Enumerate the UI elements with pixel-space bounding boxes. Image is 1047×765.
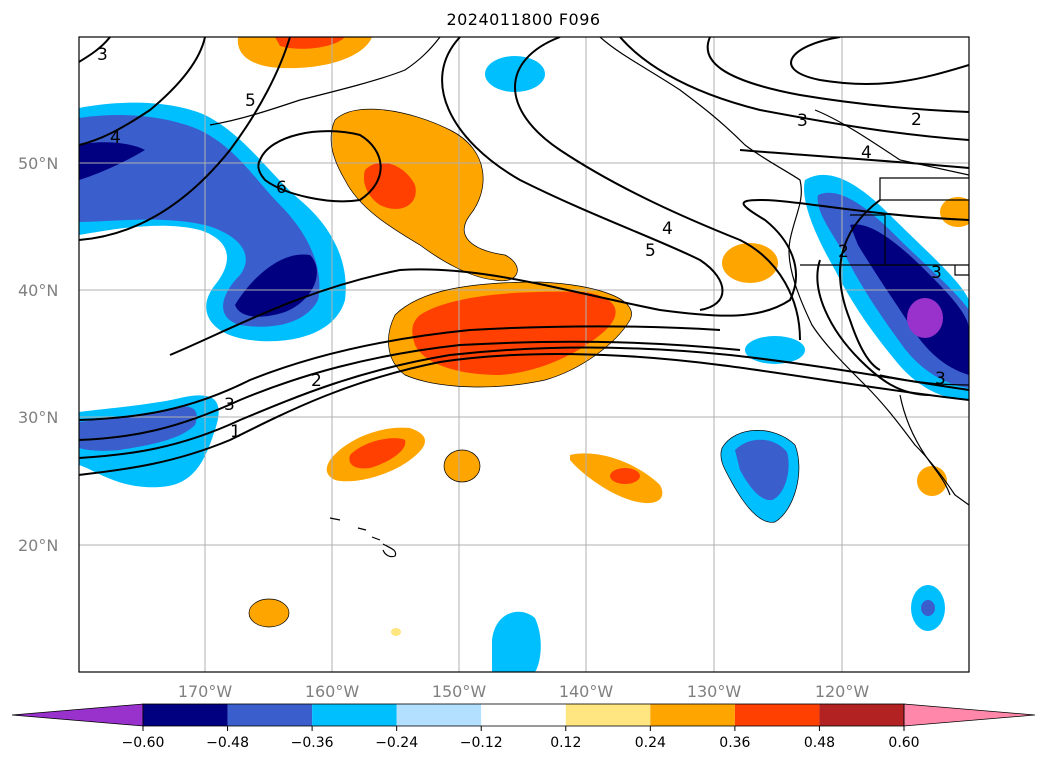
- contour-line-3: [79, 340, 741, 441]
- negative-anomaly-small-se-core: [921, 600, 935, 616]
- negative-anomaly-south: [492, 611, 541, 672]
- field-outlines: [248, 108, 800, 628]
- contour-line-15: [839, 199, 881, 371]
- contour-line-10: [514, 37, 801, 341]
- lat-label: 50°N: [18, 154, 58, 173]
- contour-label: 2: [838, 242, 849, 262]
- contour-line-11: [619, 37, 969, 141]
- colorbar-tick-label: −0.24: [375, 735, 418, 751]
- lon-label: 160°W: [305, 682, 360, 701]
- lon-label: 120°W: [815, 682, 870, 701]
- colorbar-tick-label: 0.24: [635, 735, 666, 751]
- contour-label: 2: [311, 371, 322, 391]
- positive-anomaly-ne: [940, 197, 969, 227]
- negative-anomaly-nw-core: [79, 115, 320, 327]
- colorbar-segment: [734, 704, 820, 726]
- colorbar-extend-low: [11, 703, 144, 727]
- positive-anomaly-small-w: [249, 599, 289, 627]
- colorbar-tick-label: 0.60: [888, 735, 919, 751]
- negative-anomaly-westcoast-max: [850, 224, 969, 375]
- positive-anomaly-dot: [391, 628, 401, 636]
- positive-anomaly-coast: [722, 243, 778, 283]
- lat-label: 30°N: [18, 408, 58, 427]
- positive-anomaly-gulf-core: [363, 162, 416, 209]
- longitude-labels: 170°W 160°W 150°W 140°W 130°W 120°W: [178, 682, 870, 701]
- lat-label: 20°N: [18, 536, 58, 555]
- lon-label: 130°W: [687, 682, 742, 701]
- negative-anomaly-se-core: [735, 439, 789, 501]
- contour-line-17: [79, 37, 111, 63]
- positive-anomaly-top-core: [275, 37, 345, 49]
- contour-line-8: [257, 130, 382, 203]
- map-frame: [78, 36, 970, 673]
- contour-labels: 3 5 6 4 4 5 3 2 4 2 3 2 3 1 3: [97, 45, 946, 442]
- contour-label: 1: [230, 422, 241, 442]
- colorbar-extend-high: [903, 703, 1036, 727]
- colorbar-tick-label: −0.48: [206, 735, 249, 751]
- negative-anomaly-small: [485, 56, 545, 92]
- positive-anomaly-top: [237, 37, 372, 69]
- colorbar: −0.60 −0.48 −0.36 −0.24 −0.12 0.12 0.24 0.36 0.4…: [11, 703, 1036, 751]
- contour-label: 4: [110, 128, 121, 148]
- contour-line-4: [79, 325, 721, 421]
- contour-line-13: [790, 37, 969, 85]
- shaded-field: [79, 37, 969, 672]
- contour-label: 6: [276, 178, 287, 198]
- contour-line-1: [79, 353, 969, 476]
- colorbar-frame: [142, 703, 905, 727]
- negative-anomaly-coast: [745, 336, 805, 364]
- contour-label: 5: [645, 241, 656, 261]
- negative-anomaly-nw-max: [79, 142, 145, 180]
- extreme-anomaly: [907, 298, 943, 338]
- colorbar-segment: [819, 704, 904, 726]
- contour-label: 3: [97, 45, 108, 65]
- positive-anomaly-s3-core: [610, 468, 640, 484]
- lat-label: 40°N: [18, 281, 58, 300]
- contour-line-2: [79, 346, 969, 459]
- map-title: 2024011800 F096: [446, 10, 601, 29]
- contour-label: 2: [911, 110, 922, 130]
- positive-anomaly-s2: [444, 450, 480, 482]
- contour-label: 4: [861, 143, 872, 163]
- colorbar-segment: [565, 704, 651, 726]
- contour-label: 3: [935, 369, 946, 389]
- colorbar-tick-label: −0.12: [460, 735, 503, 751]
- colorbar-tick-label: −0.60: [122, 735, 165, 751]
- colorbar-segment: [396, 704, 482, 726]
- colorbar-tick-label: 0.12: [550, 735, 581, 751]
- contour-line-16: [816, 259, 931, 396]
- contour-label: 5: [245, 91, 256, 111]
- positive-anomaly-s1-core: [349, 438, 406, 469]
- lon-label: 150°W: [432, 682, 487, 701]
- contour-line-9: [441, 37, 724, 311]
- colorbar-segment: [312, 704, 397, 726]
- contour-label: 3: [224, 395, 235, 415]
- colorbar-tick-label: −0.36: [291, 735, 334, 751]
- colorbar-segment: [481, 704, 566, 726]
- contour-line-5: [169, 198, 969, 356]
- contour-line-14: [739, 149, 969, 169]
- colorbar-segment: [650, 704, 735, 726]
- latitude-labels: 50°N 40°N 30°N 20°N: [18, 154, 58, 555]
- lon-label: 140°W: [559, 682, 614, 701]
- contour-label: 3: [931, 263, 942, 283]
- colorbar-segment: [143, 704, 228, 726]
- contour-lines: [79, 37, 969, 476]
- contour-line-12: [706, 37, 969, 113]
- negative-anomaly-sw-core: [79, 406, 197, 451]
- contour-label: 3: [797, 111, 808, 131]
- contour-line-7: [79, 37, 206, 146]
- contour-line-6: [79, 37, 291, 241]
- lon-label: 170°W: [178, 682, 233, 701]
- colorbar-tick-label: 0.48: [804, 735, 835, 751]
- colorbar-segment: [227, 704, 313, 726]
- contour-label: 4: [662, 219, 673, 239]
- colorbar-tick-label: 0.36: [719, 735, 750, 751]
